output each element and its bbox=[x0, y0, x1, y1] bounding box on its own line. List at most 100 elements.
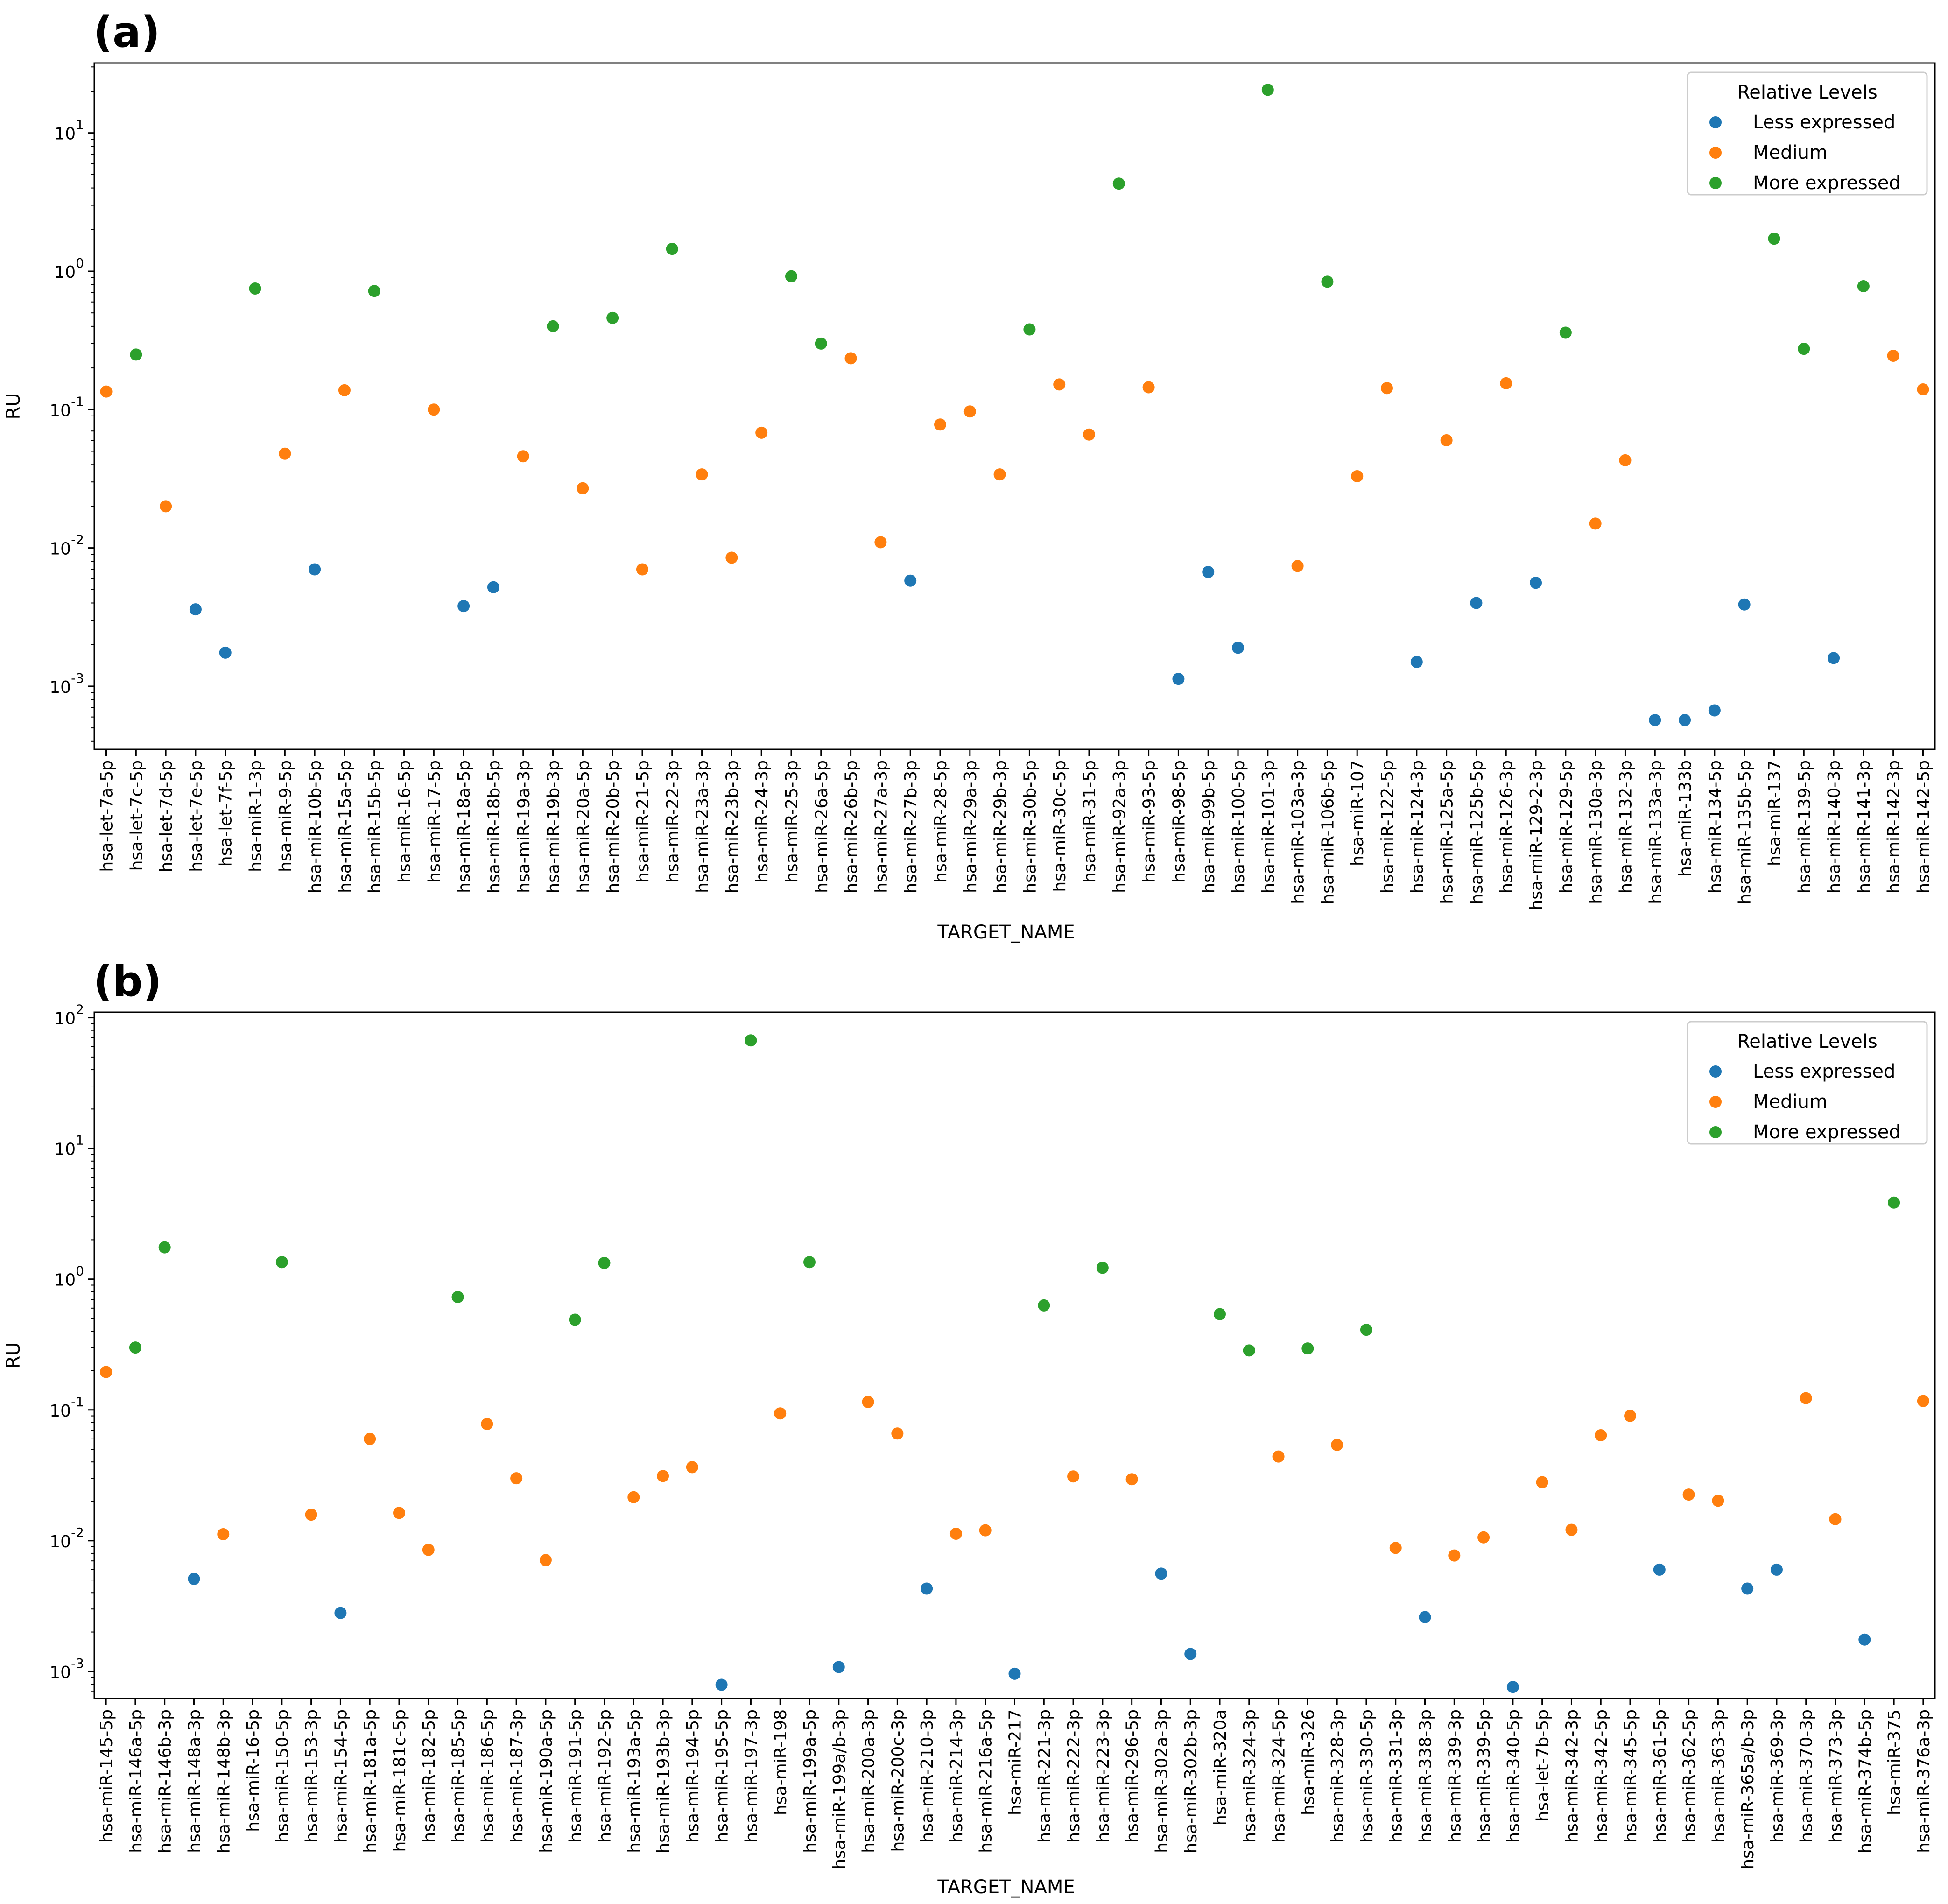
x-tick-label-hsa-mir-192-5p: hsa-miR-192-5p bbox=[595, 1709, 614, 1843]
x-tick-label-hsa-mir-330-5p: hsa-miR-330-5p bbox=[1357, 1709, 1377, 1843]
point-hsa-mir-27b-3p bbox=[904, 574, 917, 587]
point-hsa-mir-20b-5p bbox=[606, 311, 619, 324]
point-hsa-mir-186-5p bbox=[481, 1417, 493, 1430]
point-hsa-mir-339-3p bbox=[1448, 1549, 1461, 1562]
point-hsa-mir-133a-3p bbox=[1649, 714, 1661, 726]
x-tick-label-hsa-mir-9-5p: hsa-miR-9-5p bbox=[276, 760, 295, 872]
y-tick-label: 10-3 bbox=[49, 1656, 84, 1682]
legend-title: Relative Levels bbox=[1737, 82, 1877, 103]
x-tick-label-hsa-mir-194-5p: hsa-miR-194-5p bbox=[683, 1709, 703, 1843]
x-tick-label-hsa-mir-369-3p: hsa-miR-369-3p bbox=[1768, 1709, 1787, 1843]
x-tick-label-hsa-let-7e-5p: hsa-let-7e-5p bbox=[187, 760, 206, 872]
point-hsa-mir-19a-3p bbox=[517, 450, 529, 463]
plot-frame bbox=[93, 1011, 1936, 1699]
point-hsa-mir-146b-3p bbox=[158, 1241, 171, 1254]
point-hsa-mir-200a-3p bbox=[862, 1396, 874, 1408]
x-tick-label-hsa-mir-339-3p: hsa-miR-339-3p bbox=[1445, 1709, 1464, 1843]
point-hsa-mir-15b-5p bbox=[368, 285, 380, 297]
x-tick-label-hsa-mir-129-2-3p: hsa-miR-129-2-3p bbox=[1527, 760, 1546, 910]
point-hsa-mir-195-5p bbox=[715, 1678, 728, 1691]
x-tick-label-hsa-mir-302b-3p: hsa-miR-302b-3p bbox=[1181, 1709, 1201, 1854]
x-tick-label-hsa-mir-98-5p: hsa-miR-98-5p bbox=[1169, 760, 1188, 883]
point-hsa-mir-125a-5p bbox=[1440, 434, 1453, 447]
x-tick-label-hsa-mir-328-3p: hsa-miR-328-3p bbox=[1328, 1709, 1347, 1843]
x-tick-label-hsa-mir-133a-3p: hsa-miR-133a-3p bbox=[1646, 760, 1665, 904]
point-hsa-mir-1-3p bbox=[249, 282, 261, 295]
point-hsa-mir-25-3p bbox=[785, 270, 797, 282]
y-tick-label: 101 bbox=[54, 117, 84, 144]
x-tick-label-hsa-mir-153-3p: hsa-miR-153-3p bbox=[302, 1709, 322, 1843]
point-hsa-let-7b-5p bbox=[1536, 1476, 1548, 1488]
point-hsa-mir-154-5p bbox=[334, 1607, 347, 1619]
point-hsa-mir-122-5p bbox=[1381, 382, 1393, 395]
point-hsa-mir-142-5p bbox=[1917, 383, 1929, 395]
point-hsa-mir-27a-3p bbox=[874, 536, 887, 549]
point-hsa-mir-9-5p bbox=[279, 447, 291, 460]
x-tick-label-hsa-mir-18b-5p: hsa-miR-18b-5p bbox=[485, 760, 504, 894]
point-hsa-mir-107 bbox=[1351, 470, 1364, 482]
x-tick-label-hsa-let-7a-5p: hsa-let-7a-5p bbox=[98, 760, 117, 872]
point-hsa-mir-103a-3p bbox=[1291, 560, 1304, 572]
point-hsa-mir-140-3p bbox=[1828, 652, 1840, 664]
point-hsa-mir-133b bbox=[1679, 714, 1691, 726]
x-tick-label-hsa-mir-376a-3p: hsa-miR-376a-3p bbox=[1914, 1709, 1934, 1853]
x-tick-label-hsa-mir-16-5p: hsa-miR-16-5p bbox=[244, 1709, 263, 1832]
x-tick-label-hsa-mir-370-3p: hsa-miR-370-3p bbox=[1797, 1709, 1816, 1843]
x-tick-label-hsa-mir-200a-3p: hsa-miR-200a-3p bbox=[859, 1709, 879, 1853]
x-tick-label-hsa-mir-18a-5p: hsa-miR-18a-5p bbox=[455, 760, 474, 893]
y-tick-label: 10-3 bbox=[49, 670, 84, 697]
point-hsa-mir-324-3p bbox=[1243, 1344, 1255, 1357]
x-tick-label-hsa-mir-126-3p: hsa-miR-126-3p bbox=[1497, 760, 1516, 894]
point-hsa-mir-142-3p bbox=[1887, 349, 1899, 362]
point-hsa-mir-345-5p bbox=[1624, 1410, 1637, 1422]
point-hsa-mir-129-2-3p bbox=[1530, 577, 1542, 589]
x-tick-label-hsa-mir-30c-5p: hsa-miR-30c-5p bbox=[1050, 760, 1069, 892]
x-tick-label-hsa-let-7f-5p: hsa-let-7f-5p bbox=[217, 760, 236, 867]
point-hsa-mir-340-5p bbox=[1506, 1681, 1519, 1693]
x-tick-label-hsa-mir-296-5p: hsa-miR-296-5p bbox=[1123, 1709, 1142, 1843]
point-hsa-mir-92a-3p bbox=[1112, 177, 1125, 190]
point-hsa-mir-29b-3p bbox=[993, 468, 1006, 481]
point-hsa-mir-98-5p bbox=[1172, 673, 1185, 685]
y-tick-label: 10-2 bbox=[49, 532, 84, 559]
x-tick-label-hsa-mir-20b-5p: hsa-miR-20b-5p bbox=[604, 760, 623, 894]
legend-label-less-expressed: Less expressed bbox=[1753, 1061, 1895, 1082]
point-hsa-mir-221-3p bbox=[1038, 1299, 1050, 1312]
point-hsa-let-7c-5p bbox=[130, 348, 142, 361]
point-hsa-mir-331-3p bbox=[1389, 1542, 1402, 1554]
x-tick-label-hsa-mir-28-5p: hsa-miR-28-5p bbox=[931, 760, 950, 883]
x-tick-label-hsa-mir-15a-5p: hsa-miR-15a-5p bbox=[336, 760, 355, 893]
x-axis-label: TARGET_NAME bbox=[937, 922, 1075, 943]
point-hsa-mir-191-5p bbox=[569, 1313, 581, 1326]
x-tick-label-hsa-mir-186-5p: hsa-miR-186-5p bbox=[478, 1709, 497, 1843]
x-tick-label-hsa-mir-338-3p: hsa-miR-338-3p bbox=[1416, 1709, 1435, 1843]
point-hsa-mir-342-3p bbox=[1565, 1523, 1578, 1536]
point-hsa-mir-124-3p bbox=[1410, 656, 1423, 668]
point-hsa-mir-150-5p bbox=[275, 1256, 288, 1269]
point-hsa-mir-217 bbox=[1008, 1667, 1021, 1680]
y-tick-label: 102 bbox=[54, 1002, 84, 1029]
point-hsa-mir-145-5p bbox=[100, 1366, 113, 1378]
x-tick-label-hsa-mir-217: hsa-miR-217 bbox=[1006, 1709, 1025, 1815]
x-tick-label-hsa-mir-142-3p: hsa-miR-142-3p bbox=[1885, 760, 1904, 894]
point-hsa-mir-23b-3p bbox=[725, 551, 738, 564]
legend-marker-more-expressed bbox=[1709, 177, 1722, 189]
x-tick-label-hsa-mir-361-5p: hsa-miR-361-5p bbox=[1651, 1709, 1670, 1843]
point-hsa-mir-200c-3p bbox=[891, 1427, 904, 1440]
x-tick-label-hsa-mir-365a-b-3p: hsa-miR-365a/b-3p bbox=[1738, 1709, 1758, 1869]
x-tick-label-hsa-mir-210-3p: hsa-miR-210-3p bbox=[918, 1709, 937, 1843]
x-tick-label-hsa-mir-30b-5p: hsa-miR-30b-5p bbox=[1020, 760, 1040, 894]
point-hsa-mir-187-3p bbox=[510, 1472, 523, 1485]
point-hsa-mir-28-5p bbox=[934, 418, 946, 431]
x-tick-label-hsa-mir-93-5p: hsa-miR-93-5p bbox=[1140, 760, 1159, 883]
point-hsa-mir-93-5p bbox=[1142, 381, 1155, 394]
point-hsa-mir-23a-3p bbox=[696, 468, 708, 481]
x-tick-label-hsa-mir-26a-5p: hsa-miR-26a-5p bbox=[812, 760, 831, 893]
x-tick-label-hsa-mir-140-3p: hsa-miR-140-3p bbox=[1825, 760, 1844, 894]
point-hsa-mir-134-5p bbox=[1708, 704, 1721, 717]
point-hsa-mir-20a-5p bbox=[577, 482, 589, 494]
x-tick-label-hsa-mir-331-3p: hsa-miR-331-3p bbox=[1387, 1709, 1406, 1843]
point-hsa-mir-210-3p bbox=[921, 1582, 933, 1595]
x-tick-label-hsa-mir-129-5p: hsa-miR-129-5p bbox=[1557, 760, 1576, 894]
